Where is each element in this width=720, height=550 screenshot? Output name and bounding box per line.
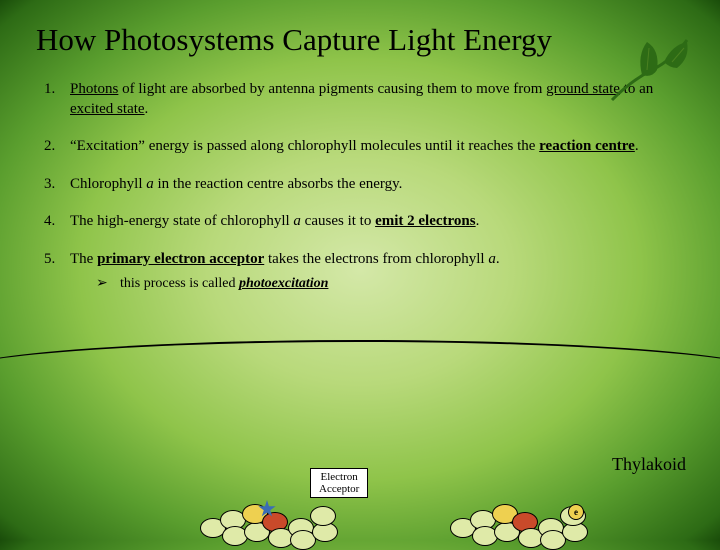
photosystem-left	[200, 500, 345, 540]
electron-acceptor-line2: Acceptor	[319, 483, 359, 495]
list-text: The high-energy state of chlorophyll a c…	[70, 212, 676, 232]
electron-acceptor-box: Electron Acceptor	[310, 468, 368, 498]
list-item: 5.The primary electron acceptor takes th…	[44, 250, 676, 294]
list-item: 3.Chlorophyll a in the reaction centre a…	[44, 175, 676, 195]
electron-acceptor-line1: Electron	[319, 471, 359, 483]
list-text: “Excitation” energy is passed along chlo…	[70, 137, 676, 157]
list-number: 4.	[44, 212, 70, 232]
list-number: 3.	[44, 175, 70, 195]
photosystem-right: e	[450, 500, 595, 540]
electron-label: e	[568, 504, 584, 520]
sublist-text: this process is called photoexcitation	[120, 275, 328, 293]
list-item: 1.Photons of light are absorbed by anten…	[44, 80, 676, 119]
list-number: 5.	[44, 250, 70, 294]
pigment-icon	[310, 506, 336, 526]
sublist-marker-icon: ➢	[96, 275, 120, 293]
list-text: The primary electron acceptor takes the …	[70, 250, 676, 294]
list-item: 4.The high-energy state of chlorophyll a…	[44, 212, 676, 232]
list-item: 2.“Excitation” energy is passed along ch…	[44, 137, 676, 157]
list-text: Photons of light are absorbed by antenna…	[70, 80, 676, 119]
list-text: Chlorophyll a in the reaction centre abs…	[70, 175, 676, 195]
list-number: 1.	[44, 80, 70, 119]
leaf-decoration-icon	[602, 30, 702, 120]
sublist-item: ➢this process is called photoexcitation	[96, 275, 676, 293]
thylakoid-membrane	[0, 340, 720, 540]
list-number: 2.	[44, 137, 70, 157]
